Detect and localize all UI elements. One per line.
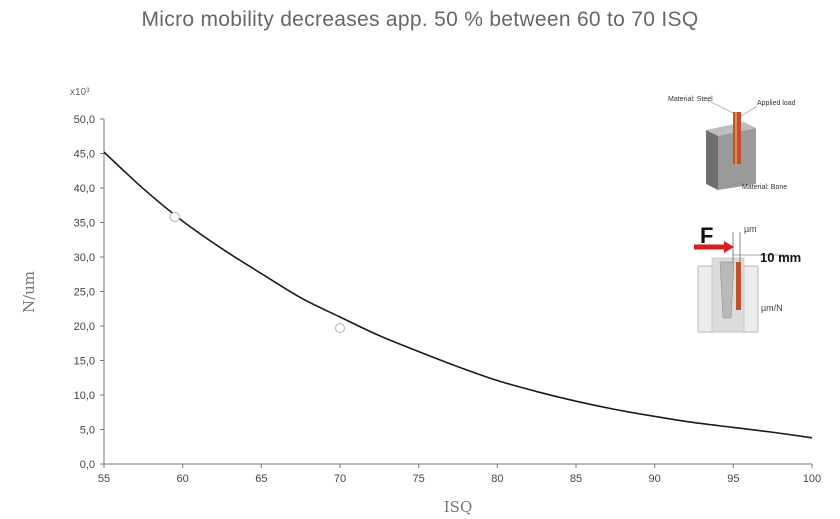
- x-tick-label: 85: [570, 473, 582, 485]
- data-marker: [169, 211, 180, 223]
- x-tick-label: 60: [177, 473, 189, 485]
- force-label: F: [700, 223, 713, 248]
- x-tick-label: 70: [334, 473, 346, 485]
- y-multiplier: x10³: [70, 87, 90, 98]
- x-tick-label: 100: [803, 473, 821, 485]
- y-tick-label: 30,0: [74, 252, 95, 264]
- y-tick-label: 40,0: [74, 183, 95, 195]
- inset-illustration: Material: Steel Applied load Material: B…: [668, 96, 801, 333]
- label-applied-load: Applied load: [757, 100, 796, 107]
- x-ticks: 55 60 65 70 75 80 85 90 95 100: [98, 464, 821, 485]
- y-tick-label: 0,0: [80, 459, 95, 471]
- x-tick-label: 55: [98, 473, 110, 485]
- y-tick-label: 50,0: [74, 114, 95, 126]
- y-tick-label: 45,0: [74, 149, 95, 161]
- series-line: [103, 151, 813, 439]
- y-tick-label: 10,0: [74, 390, 95, 402]
- label-material-bone: Material: Bone: [742, 184, 787, 191]
- implant-screw: [736, 262, 741, 310]
- y-tick-label: 35,0: [74, 218, 95, 230]
- um-per-n-label: µm/N: [761, 303, 783, 313]
- y-tick-label: 5,0: [80, 425, 95, 437]
- um-label: µm: [744, 224, 757, 234]
- x-tick-label: 80: [491, 473, 503, 485]
- markers: [169, 211, 346, 334]
- y-tick-label: 20,0: [74, 321, 95, 333]
- y-tick-label: 25,0: [74, 287, 95, 299]
- y-tick-label: 15,0: [74, 356, 95, 368]
- data-marker: [334, 322, 346, 334]
- chart-title: Micro mobility decreases app. 50 % betwe…: [141, 8, 699, 31]
- label-material-steel: Material: Steel: [668, 96, 713, 103]
- x-tick-label: 95: [727, 473, 739, 485]
- x-tick-label: 75: [413, 473, 425, 485]
- distance-label: 10 mm: [760, 250, 801, 265]
- x-tick-label: 65: [255, 473, 267, 485]
- y-axis-label: N/um: [20, 271, 38, 313]
- implant-cross-section: [694, 232, 790, 333]
- y-ticks: 0,0 5,0 10,0 15,0 20,0 25,0 30,0 35,0 40,0 45,0 50…: [74, 114, 104, 471]
- x-tick-label: 90: [649, 473, 661, 485]
- x-axis-label: ISQ: [444, 498, 473, 516]
- block-diagram: [706, 99, 758, 190]
